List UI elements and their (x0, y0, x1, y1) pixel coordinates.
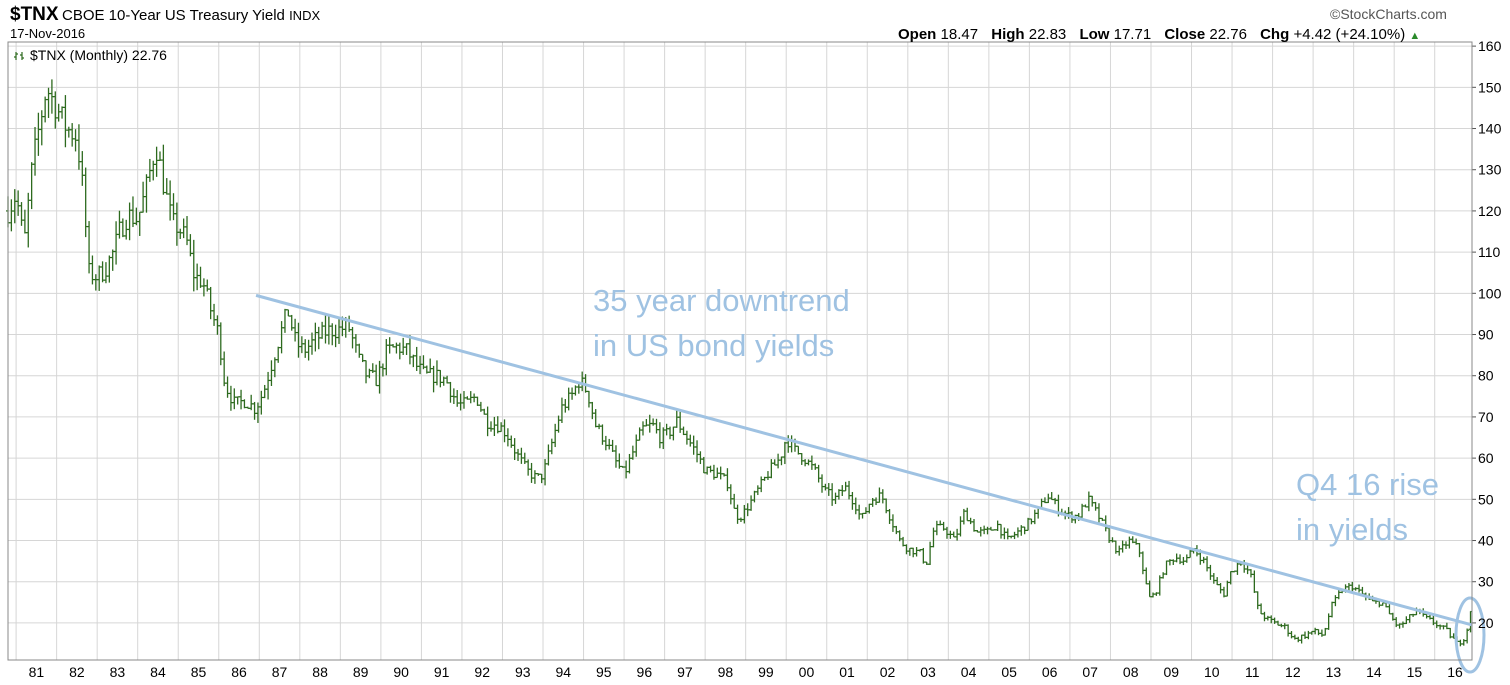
x-tick-label: 00 (799, 664, 815, 680)
y-tick-label: 110 (1478, 244, 1501, 260)
x-tick-label: 11 (1245, 664, 1260, 680)
y-tick-label: 20 (1478, 615, 1494, 631)
x-tick-label: 14 (1366, 664, 1382, 680)
downtrend-line (255, 293, 1473, 627)
brand-label: ©StockCharts.com (1330, 6, 1447, 22)
y-tick-label: 60 (1478, 450, 1494, 466)
x-tick-label: 89 (353, 664, 369, 680)
close-label: Close (1164, 26, 1206, 43)
downtrend-annotation: 35 year downtrend in US bond yields (593, 278, 850, 368)
symbol-label: $TNX (10, 4, 59, 25)
chart-date: 17-Nov-2016 (10, 26, 86, 41)
legend-text: $TNX (Monthly) 22.76 (30, 47, 167, 63)
x-tick-label: 94 (555, 664, 571, 680)
x-tick-label: 93 (515, 664, 531, 680)
q4-rise-annotation-line1: Q4 16 rise (1296, 467, 1440, 502)
x-tick-label: 91 (434, 664, 450, 680)
low-value: 17.71 (1113, 26, 1152, 43)
up-triangle-icon: ▲ (1409, 30, 1421, 42)
y-tick-label: 70 (1478, 409, 1494, 425)
y-tick-label: 50 (1478, 491, 1494, 507)
x-tick-label: 01 (839, 664, 855, 680)
change-value: +4.42 (+24.10%) (1293, 26, 1406, 43)
annotation-overlay (255, 293, 1486, 674)
x-tick-label: 81 (29, 664, 45, 680)
x-tick-label: 06 (1042, 664, 1058, 680)
downtrend-annotation-line2: in US bond yields (593, 328, 835, 363)
x-tick-label: 83 (110, 664, 126, 680)
change-label: Chg (1260, 26, 1290, 43)
y-tick-label: 120 (1478, 203, 1502, 219)
y-tick-label: 30 (1478, 574, 1494, 590)
downtrend-annotation-line1: 35 year downtrend (593, 283, 850, 318)
x-tick-label: 02 (880, 664, 896, 680)
y-tick-label: 40 (1478, 533, 1494, 549)
x-tick-label: 96 (637, 664, 653, 680)
q4-rise-annotation-line2: in yields (1296, 512, 1408, 547)
instrument-kind: INDX (289, 8, 321, 23)
y-tick-label: 90 (1478, 327, 1494, 343)
y-tick-label: 150 (1478, 79, 1502, 95)
x-tick-label: 85 (191, 664, 207, 680)
q4-highlight-circle (1454, 596, 1486, 674)
x-tick-label: 13 (1326, 664, 1342, 680)
bar-series-icon (14, 52, 24, 60)
x-tick-label: 09 (1163, 664, 1179, 680)
chart-grid (8, 42, 1472, 660)
x-tick-label: 84 (150, 664, 166, 680)
x-tick-label: 07 (1082, 664, 1098, 680)
x-tick-label: 87 (272, 664, 288, 680)
x-tick-label: 97 (677, 664, 693, 680)
low-label: Low (1079, 26, 1110, 43)
x-tick-label: 98 (718, 664, 734, 680)
high-label: High (991, 26, 1025, 43)
x-tick-label: 16 (1447, 664, 1463, 680)
y-tick-label: 100 (1478, 285, 1502, 301)
chart-axes: 20 30 40 50 60 70 80 90 100 110 120 130 140 150 160 81 8… (7, 38, 1502, 680)
price-bars (6, 79, 1473, 647)
x-tick-label: 15 (1407, 664, 1423, 680)
x-tick-label: 82 (69, 664, 85, 680)
x-tick-label: 03 (920, 664, 936, 680)
plot-frame (7, 41, 1473, 661)
high-value: 22.83 (1028, 26, 1067, 43)
y-tick-label: 140 (1478, 121, 1502, 137)
open-value: 18.47 (940, 26, 979, 43)
x-tick-label: 04 (961, 664, 977, 680)
x-tick-label: 99 (758, 664, 774, 680)
chart-title: CBOE 10-Year US Treasury Yield INDX (62, 7, 320, 24)
y-tick-label: 160 (1478, 38, 1502, 54)
series-legend: $TNX (Monthly) 22.76 (14, 47, 167, 63)
x-tick-label: 90 (393, 664, 409, 680)
x-tick-label: 12 (1285, 664, 1301, 680)
x-tick-label: 10 (1204, 664, 1220, 680)
x-tick-label: 92 (474, 664, 490, 680)
x-tick-label: 08 (1123, 664, 1139, 680)
ohlc-summary: Open 18.47 High 22.83 Low 17.71 Close 22… (898, 26, 1420, 43)
x-tick-label: 05 (1001, 664, 1017, 680)
x-tick-label: 86 (231, 664, 247, 680)
y-tick-label: 80 (1478, 368, 1494, 384)
close-value: 22.76 (1209, 26, 1247, 43)
open-label: Open (898, 26, 937, 43)
q4-rise-annotation: Q4 16 rise in yields (1296, 462, 1439, 552)
x-tick-label: 88 (312, 664, 328, 680)
chart-title-text: CBOE 10-Year US Treasury Yield (62, 7, 285, 24)
x-tick-label: 95 (596, 664, 612, 680)
y-tick-label: 130 (1478, 162, 1502, 178)
